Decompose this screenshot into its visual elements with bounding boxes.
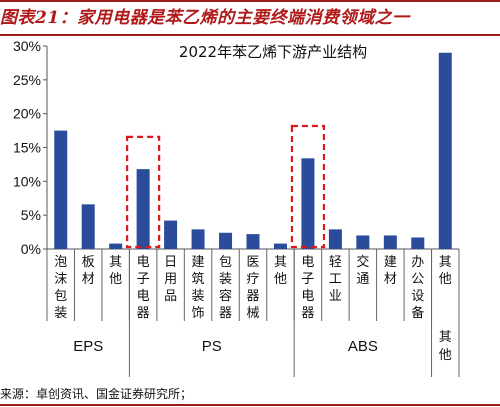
x-tick-label-char: 筑	[192, 271, 205, 287]
bar	[219, 232, 233, 249]
x-tick-label-char: 材	[384, 272, 397, 287]
x-tick-label-char: 包	[219, 255, 232, 270]
source-note: 来源：卓创资讯、国金证券研究所；	[0, 387, 193, 401]
highlight-box	[290, 124, 326, 249]
x-tick-label-char: 板	[82, 255, 95, 270]
bar	[136, 169, 150, 249]
x-tick-label-char: 其	[109, 255, 122, 270]
x-tick-label-char: 子	[137, 272, 150, 287]
y-tick-label: 0%	[21, 241, 41, 257]
x-tick-label-char: 器	[219, 306, 232, 321]
figure-label: 图表21：	[0, 8, 78, 28]
x-tick-label-char: 器	[137, 306, 150, 321]
x-tick-label-char: 电	[137, 289, 150, 304]
x-tick-label-char: 饰	[192, 306, 205, 321]
x-tick-label-char: 轻	[329, 255, 342, 270]
x-tick-label-char: 他	[439, 272, 452, 287]
x-tick-label-char: 其	[439, 255, 452, 270]
y-tick-label: 15%	[13, 140, 41, 156]
x-tick-label-char: 业	[329, 289, 342, 304]
x-tick-label-char: 其	[274, 255, 287, 270]
x-tick-label-char: 办	[411, 255, 424, 270]
x-tick-label-char: 容	[219, 288, 232, 304]
x-tick-label-char: 备	[411, 305, 424, 321]
x-tick-label-char: 装	[219, 272, 232, 287]
y-tick-label: 5%	[21, 207, 41, 223]
bar	[383, 235, 397, 249]
bar	[81, 204, 95, 249]
x-tick-label-char: 品	[164, 289, 177, 304]
figure-header: 图表21：家用电器是苯乙烯的主要终端消费领域之一	[0, 3, 500, 29]
x-tick-label-char: 工	[329, 272, 342, 287]
bar	[109, 243, 123, 249]
bar	[191, 229, 205, 249]
group-label-char: 他	[439, 348, 452, 363]
x-tick-label-char: 包	[54, 289, 67, 304]
bar	[164, 220, 178, 249]
group-label: ABS	[348, 338, 378, 355]
bar	[356, 235, 370, 249]
x-tick-label-char: 用	[164, 272, 177, 287]
y-tick-label: 20%	[13, 106, 41, 122]
x-tick-label-char: 电	[301, 289, 314, 304]
x-tick-label-char: 子	[301, 272, 314, 287]
x-tick-label-char: 器	[246, 289, 259, 304]
x-tick-label-char: 泡	[54, 255, 67, 270]
x-tick-label-char: 材	[82, 272, 95, 287]
group-label-char: 其	[439, 330, 452, 345]
x-tick-label-char: 设	[411, 289, 424, 304]
x-tick-label-char: 器	[301, 306, 314, 321]
highlight-box	[126, 135, 161, 249]
bar	[54, 130, 68, 249]
x-tick-label-char: 沫	[54, 272, 67, 287]
header-rule	[0, 34, 500, 36]
y-tick-label: 10%	[13, 173, 41, 189]
bar	[438, 52, 452, 250]
x-tick-label-char: 交	[356, 254, 369, 270]
bottom-rule	[0, 404, 500, 406]
x-tick-label-char: 医	[246, 255, 259, 270]
x-tick-label-char: 电	[137, 255, 150, 270]
chart-title: 2022年苯乙烯下游产业结构	[179, 43, 367, 61]
top-rule	[0, 0, 500, 2]
x-tick-label-char: 装	[54, 306, 67, 321]
bar	[301, 158, 315, 249]
group-label: PS	[202, 338, 222, 355]
x-tick-label-char: 他	[109, 272, 122, 287]
bar	[328, 229, 342, 249]
bar-chart: 2022年苯乙烯下游产业结构 0% 5% 10% 15% 20% 25% 30% EPS PS AB…	[13, 38, 460, 377]
x-tick-label-char: 建	[384, 255, 397, 270]
y-tick-label: 30%	[13, 38, 41, 54]
x-tick-label-char: 疗	[246, 272, 259, 287]
x-tick-label-char: 电	[301, 255, 314, 270]
bar	[246, 234, 260, 249]
bar	[411, 237, 425, 249]
x-tick-label-char: 装	[192, 289, 205, 304]
y-tick-label: 25%	[13, 72, 41, 88]
x-tick-label-char: 日	[164, 255, 177, 270]
group-label: EPS	[73, 338, 103, 355]
x-tick-label-char: 械	[246, 306, 259, 321]
x-tick-label-char: 通	[356, 272, 369, 287]
x-tick-label-char: 公	[411, 272, 424, 287]
x-tick-label-char: 他	[274, 272, 287, 287]
figure-title: 家用电器是苯乙烯的主要终端消费领域之一	[77, 8, 410, 28]
x-tick-label-char: 建	[192, 255, 205, 270]
bar	[273, 243, 287, 249]
